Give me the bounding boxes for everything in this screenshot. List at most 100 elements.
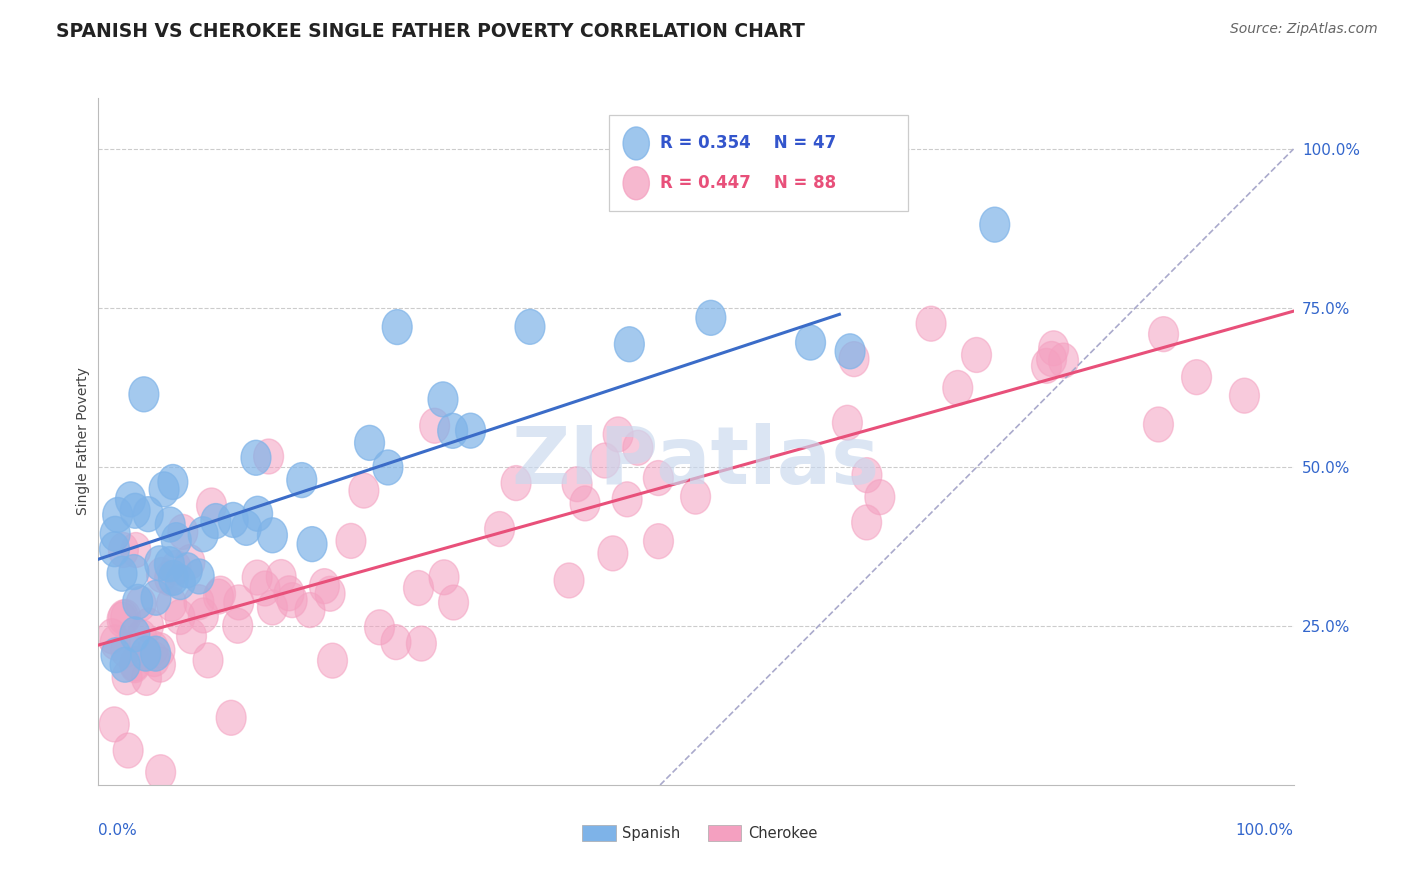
Ellipse shape — [204, 579, 233, 614]
Ellipse shape — [146, 755, 176, 789]
Ellipse shape — [373, 450, 404, 485]
Text: Spanish: Spanish — [621, 825, 681, 840]
Ellipse shape — [100, 706, 129, 742]
Ellipse shape — [193, 643, 224, 678]
Ellipse shape — [162, 550, 191, 585]
Y-axis label: Single Father Poverty: Single Father Poverty — [76, 368, 90, 516]
Ellipse shape — [141, 581, 172, 615]
Ellipse shape — [309, 569, 339, 604]
Ellipse shape — [439, 585, 468, 620]
Ellipse shape — [111, 599, 141, 634]
Ellipse shape — [501, 466, 531, 500]
Ellipse shape — [832, 405, 862, 441]
Ellipse shape — [364, 610, 395, 645]
Ellipse shape — [852, 505, 882, 540]
Text: Cherokee: Cherokee — [748, 825, 818, 840]
Ellipse shape — [155, 561, 184, 596]
Ellipse shape — [242, 560, 273, 595]
Ellipse shape — [287, 463, 316, 498]
Ellipse shape — [145, 546, 174, 581]
Ellipse shape — [839, 342, 869, 376]
Ellipse shape — [253, 439, 284, 474]
Ellipse shape — [1036, 342, 1067, 376]
Ellipse shape — [1181, 359, 1212, 394]
Ellipse shape — [1039, 331, 1069, 366]
Ellipse shape — [943, 370, 973, 406]
Ellipse shape — [612, 482, 643, 516]
Ellipse shape — [120, 646, 149, 681]
Ellipse shape — [107, 602, 136, 637]
Ellipse shape — [218, 502, 249, 538]
Ellipse shape — [354, 425, 384, 460]
Text: 100.0%: 100.0% — [1236, 822, 1294, 838]
Ellipse shape — [1049, 343, 1078, 378]
Ellipse shape — [603, 417, 633, 452]
Ellipse shape — [562, 467, 592, 501]
Ellipse shape — [257, 590, 287, 625]
Ellipse shape — [165, 599, 195, 634]
Ellipse shape — [205, 576, 235, 611]
Ellipse shape — [157, 465, 188, 500]
Ellipse shape — [243, 496, 273, 532]
Ellipse shape — [145, 648, 176, 682]
Ellipse shape — [382, 310, 412, 344]
Ellipse shape — [962, 337, 991, 373]
Ellipse shape — [420, 409, 450, 443]
Ellipse shape — [623, 127, 650, 160]
Ellipse shape — [100, 532, 129, 566]
Ellipse shape — [188, 516, 218, 552]
Ellipse shape — [173, 553, 202, 588]
Ellipse shape — [250, 571, 280, 606]
Ellipse shape — [166, 565, 195, 599]
Ellipse shape — [139, 641, 169, 677]
Ellipse shape — [980, 207, 1010, 242]
Ellipse shape — [865, 480, 894, 515]
Ellipse shape — [101, 638, 131, 673]
Ellipse shape — [120, 617, 150, 652]
Ellipse shape — [1143, 407, 1174, 442]
Ellipse shape — [120, 555, 149, 590]
Ellipse shape — [297, 526, 328, 562]
Ellipse shape — [404, 571, 433, 606]
Ellipse shape — [485, 511, 515, 547]
Text: R = 0.447    N = 88: R = 0.447 N = 88 — [661, 174, 837, 193]
Ellipse shape — [114, 733, 143, 768]
Ellipse shape — [132, 660, 162, 696]
Ellipse shape — [232, 510, 262, 545]
Ellipse shape — [429, 560, 458, 595]
Ellipse shape — [1149, 317, 1178, 351]
Ellipse shape — [591, 443, 620, 478]
Ellipse shape — [149, 472, 179, 507]
Ellipse shape — [623, 167, 650, 200]
Ellipse shape — [184, 559, 214, 594]
Ellipse shape — [295, 592, 325, 627]
Ellipse shape — [917, 306, 946, 342]
Ellipse shape — [623, 430, 652, 466]
Ellipse shape — [569, 486, 600, 521]
Text: Source: ZipAtlas.com: Source: ZipAtlas.com — [1230, 22, 1378, 37]
Ellipse shape — [107, 557, 136, 591]
Text: 0.0%: 0.0% — [98, 822, 138, 838]
Ellipse shape — [97, 619, 127, 654]
Ellipse shape — [134, 608, 163, 643]
Ellipse shape — [129, 376, 159, 412]
Text: SPANISH VS CHEROKEE SINGLE FATHER POVERTY CORRELATION CHART: SPANISH VS CHEROKEE SINGLE FATHER POVERT… — [56, 22, 806, 41]
Ellipse shape — [406, 626, 436, 661]
Ellipse shape — [162, 523, 191, 558]
FancyBboxPatch shape — [582, 825, 616, 840]
Ellipse shape — [120, 648, 150, 682]
Ellipse shape — [110, 648, 141, 682]
Ellipse shape — [112, 660, 142, 695]
Ellipse shape — [644, 524, 673, 558]
Ellipse shape — [122, 584, 153, 619]
Ellipse shape — [318, 643, 347, 678]
Ellipse shape — [146, 558, 177, 592]
Ellipse shape — [138, 631, 169, 666]
Ellipse shape — [174, 544, 205, 580]
Ellipse shape — [155, 507, 186, 542]
Ellipse shape — [427, 382, 458, 417]
Ellipse shape — [159, 560, 188, 595]
Ellipse shape — [177, 619, 207, 654]
Ellipse shape — [1229, 378, 1260, 413]
Ellipse shape — [437, 413, 468, 449]
